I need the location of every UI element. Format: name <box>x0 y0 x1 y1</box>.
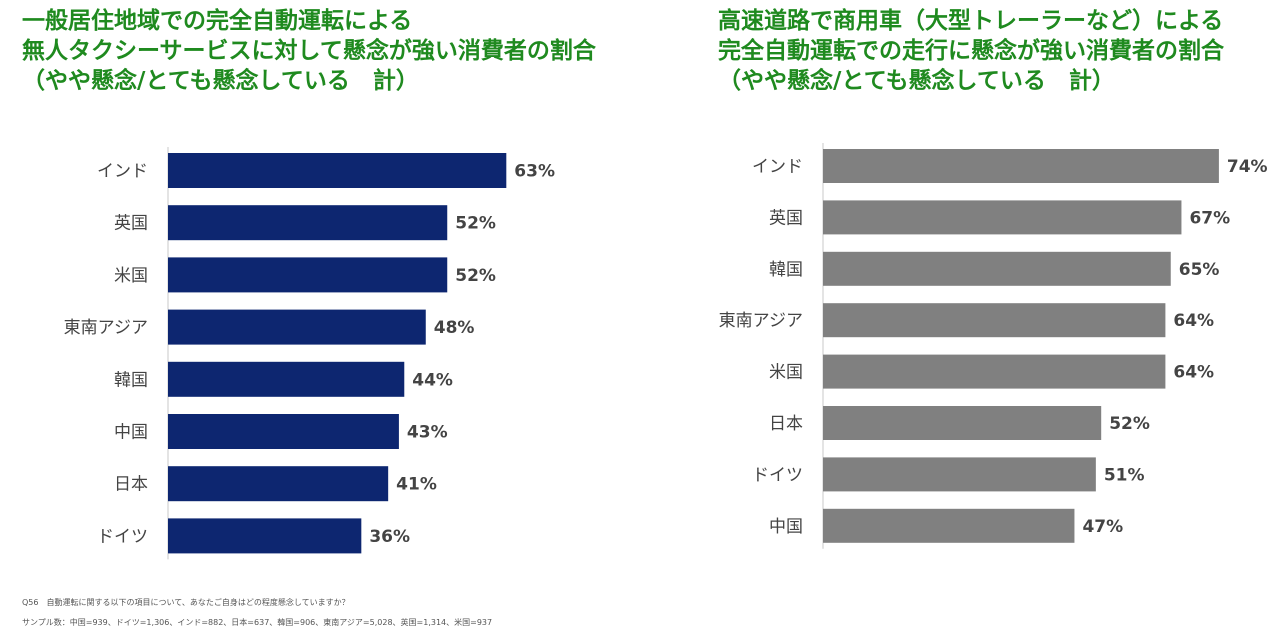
left-bar-chart: インド 63% 英国 52% 米国 52% 東南アジア 48% 韓国 44% 中国 43% 日本 41% ド… <box>64 147 555 560</box>
left-category-label-2: 米国 <box>114 266 148 286</box>
right-title-line-1: 高速道路で商用車（大型トレーラーなど）による <box>718 8 1224 34</box>
right-category-label-1: 英国 <box>769 208 803 228</box>
right-category-label-2: 韓国 <box>769 260 803 280</box>
right-category-label-0: インド <box>752 157 803 177</box>
right-value-label-0: 74% <box>1227 157 1268 177</box>
right-bar-5 <box>823 406 1102 440</box>
right-bar-0 <box>823 149 1219 183</box>
right-bar-6 <box>823 457 1096 492</box>
right-bar-3 <box>823 303 1166 338</box>
right-category-label-3: 東南アジア <box>719 311 803 331</box>
right-value-label-3: 64% <box>1173 311 1214 331</box>
left-category-label-1: 英国 <box>114 214 148 234</box>
left-title-line-3: （やや懸念/とても懸念している 計） <box>22 68 419 94</box>
left-category-label-0: インド <box>97 162 148 182</box>
footnote-sample-size: サンプル数：中国=939、ドイツ=1,306、インド=882、日本=637、韓国… <box>22 618 493 627</box>
right-value-label-7: 47% <box>1082 517 1123 537</box>
left-bar-4 <box>168 361 405 397</box>
left-value-label-2: 52% <box>455 266 496 286</box>
left-value-label-7: 36% <box>369 527 410 547</box>
left-title-line-2: 無人タクシーサービスに対して懸念が強い消費者の割合 <box>22 38 596 64</box>
left-category-label-7: ドイツ <box>97 527 148 547</box>
right-bar-4 <box>823 354 1166 389</box>
left-bar-6 <box>168 466 389 502</box>
right-bar-7 <box>823 508 1075 543</box>
right-value-label-2: 65% <box>1179 260 1220 280</box>
right-value-label-5: 52% <box>1109 414 1150 434</box>
left-bar-7 <box>168 518 362 554</box>
left-category-label-4: 韓国 <box>114 370 148 390</box>
left-value-label-3: 48% <box>434 318 475 338</box>
right-category-label-4: 米国 <box>769 363 803 383</box>
left-value-label-0: 63% <box>514 162 555 182</box>
right-value-label-4: 64% <box>1173 363 1214 383</box>
right-title-line-2: 完全自動運転での走行に懸念が強い消費者の割合 <box>718 38 1224 64</box>
left-chart-title: 一般居住地域での完全自動運転による 無人タクシーサービスに対して懸念が強い消費者… <box>22 6 596 96</box>
left-category-label-5: 中国 <box>114 423 148 443</box>
right-bar-2 <box>823 251 1171 286</box>
right-category-label-6: ドイツ <box>752 465 803 485</box>
right-title-line-3: （やや懸念/とても懸念している 計） <box>718 68 1115 94</box>
left-bar-2 <box>168 257 448 293</box>
right-category-label-7: 中国 <box>769 517 803 537</box>
left-bar-3 <box>168 309 426 345</box>
right-value-label-6: 51% <box>1104 465 1145 485</box>
footnote-question: Q56 自動運転に関する以下の項目について、あなたご自身はどの程度懸念しています… <box>22 598 350 607</box>
left-category-label-3: 東南アジア <box>64 318 148 338</box>
left-title-line-1: 一般居住地域での完全自動運転による <box>22 8 413 34</box>
right-category-label-5: 日本 <box>769 414 803 434</box>
right-bar-chart: インド 74% 英国 67% 韓国 65% 東南アジア 64% 米国 64% 日本 52% ドイツ 51%… <box>719 143 1268 549</box>
right-value-label-1: 67% <box>1189 208 1230 228</box>
left-value-label-1: 52% <box>455 214 496 234</box>
left-category-label-6: 日本 <box>114 475 148 495</box>
left-bar-1 <box>168 205 448 241</box>
left-value-label-5: 43% <box>407 423 448 443</box>
right-bar-1 <box>823 200 1182 235</box>
left-value-label-6: 41% <box>396 475 437 495</box>
left-bar-0 <box>168 153 507 188</box>
right-chart-title: 高速道路で商用車（大型トレーラーなど）による 完全自動運転での走行に懸念が強い消… <box>718 6 1224 96</box>
left-value-label-4: 44% <box>412 370 453 390</box>
left-bar-5 <box>168 414 399 449</box>
